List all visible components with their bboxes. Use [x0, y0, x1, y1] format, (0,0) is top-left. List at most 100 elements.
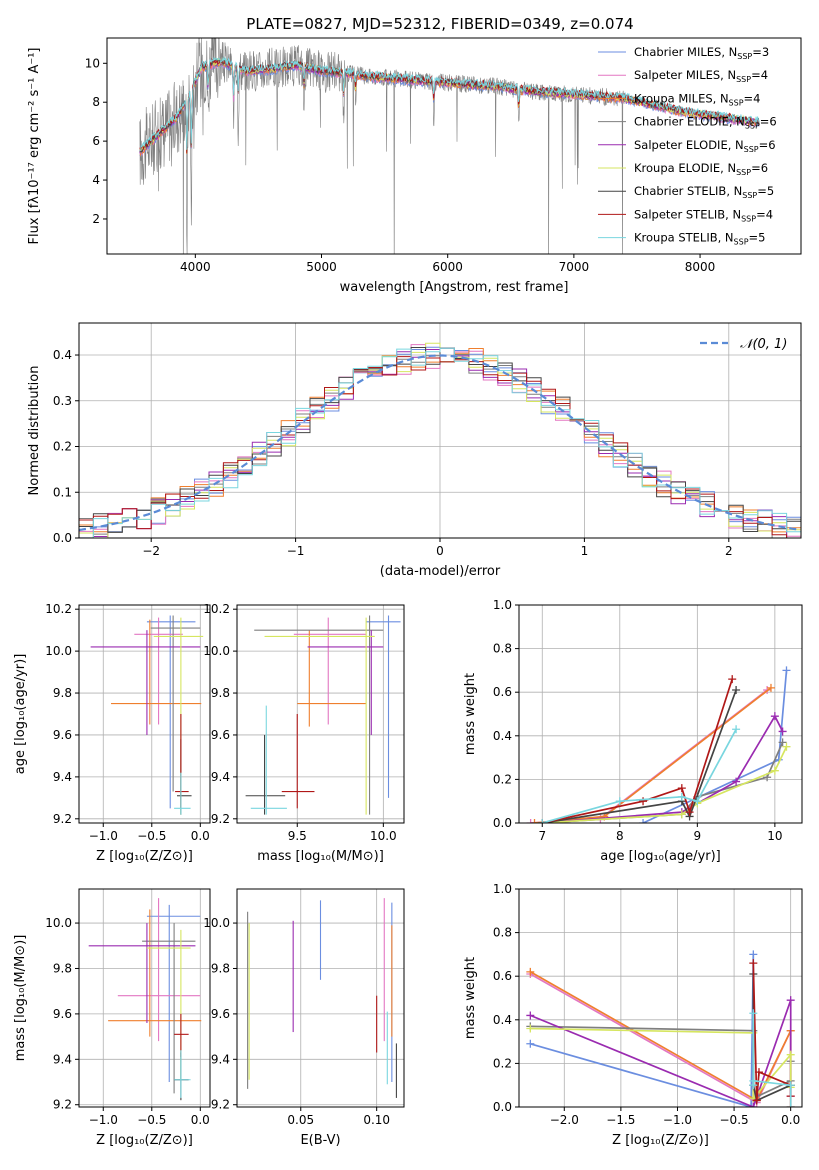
plot-area: [139, 38, 760, 254]
y-tick-label: 0.0: [493, 1100, 512, 1114]
y-tick-label: 10: [85, 56, 100, 70]
mass-vs-ebv-panel: 0.05 0.10 9.2 9.4 9.6 9.8 10.0 E(B-V): [203, 888, 405, 1148]
errorbar-point: [175, 714, 189, 809]
x-tick-label: 6000: [432, 260, 463, 274]
y-axis-label: age [log₁₀(age/yr)]: [13, 654, 28, 775]
weight-marker: [786, 1081, 795, 1090]
y-tick-label: 0.4: [493, 1013, 512, 1027]
errorbar-point: [134, 617, 183, 725]
y-tick-label: 6: [92, 134, 100, 148]
y-tick-label: 0.2: [493, 1056, 512, 1070]
weight-marker: [749, 950, 758, 959]
x-tick-label: 10.0: [370, 829, 397, 843]
y-tick-label: 10.0: [45, 916, 72, 930]
weight-marker: [677, 784, 686, 793]
plot-area: [79, 342, 801, 538]
plot-area: [247, 898, 397, 1098]
x-tick-label: 0.10: [363, 1113, 390, 1127]
legend-label: Chabrier STELIB, NSSP=5: [634, 184, 774, 200]
x-tick-label: 5000: [306, 260, 337, 274]
y-tick-label: 9.2: [211, 812, 230, 826]
y-tick-label: 0.4: [493, 729, 512, 743]
weight-marker: [732, 725, 741, 734]
errorbar-point: [174, 1013, 189, 1058]
spectrum-legend: Chabrier MILES, NSSP=3 Salpeter MILES, NS…: [598, 45, 777, 247]
errorbar-point: [108, 909, 202, 1037]
legend-label: Kroupa ELODIE, NSSP=6: [634, 161, 768, 177]
observed-spectrum-line: [139, 38, 625, 254]
errorbar-point: [250, 705, 287, 815]
x-tick-label: −0.5: [137, 1113, 166, 1127]
errorbar-point: [254, 615, 384, 815]
weight-marker: [526, 1011, 535, 1020]
weight-vs-metallicity-panel: −2.0 −1.5 −1.0 −0.5 0.0 0.0 0.2 0.4 0.6 0.8 1.0 Z […: [463, 882, 803, 1148]
x-tick-label: −1.0: [89, 829, 118, 843]
x-axis-label: Z [log₁₀(Z/Z⊙)]: [612, 1133, 709, 1148]
x-tick-label: 7000: [559, 260, 590, 274]
y-tick-label: 0.2: [53, 440, 72, 454]
y-axis-label: mass [log₁₀(M/M⊙)]: [13, 935, 28, 1062]
y-tick-label: 10.0: [203, 916, 230, 930]
weight-marker: [526, 819, 535, 823]
errorbar-point: [281, 714, 315, 809]
errorbar-point: [90, 630, 201, 735]
x-axis-label: Z [log₁₀(Z/Z⊙)]: [96, 1133, 193, 1148]
x-tick-label: 9: [694, 829, 702, 843]
age-vs-mass-panel: 9.5 10.0 9.2 9.4 9.6 9.8 10.0 10.2 mass [log₁₀(M…: [203, 602, 405, 864]
errorbar-point: [366, 615, 401, 798]
y-tick-label: 8: [92, 95, 100, 109]
weight-marker: [786, 1050, 795, 1059]
y-tick-label: 0.0: [53, 531, 72, 545]
weight-marker: [766, 683, 775, 692]
y-tick-label: 2: [92, 212, 100, 226]
x-tick-label: −2: [142, 544, 160, 558]
x-tick-label: −1.0: [663, 1113, 692, 1127]
x-tick-label: 4000: [180, 260, 211, 274]
weight-marker: [615, 797, 624, 806]
y-axis-label: mass weight: [463, 957, 478, 1039]
weight-marker: [677, 792, 686, 801]
x-tick-label: 2: [725, 544, 733, 558]
x-tick-label: 9.5: [288, 829, 307, 843]
y-tick-label: 0.8: [493, 642, 512, 656]
weight-marker: [770, 712, 779, 721]
weight-marker: [639, 819, 648, 823]
figure-title: PLATE=0827, MJD=52312, FIBERID=0349, z=0…: [246, 15, 633, 33]
x-tick-label: 7: [538, 829, 546, 843]
weight-marker: [526, 1039, 535, 1048]
x-axis-label: Z [log₁₀(Z/Z⊙)]: [96, 849, 193, 864]
errorbar-point: [88, 923, 196, 1023]
weight-marker: [732, 777, 741, 786]
plot-area: [526, 666, 791, 823]
weight-marker: [530, 819, 539, 823]
weight-marker: [728, 675, 737, 684]
weight-series-kroupa-stelib: [749, 1009, 795, 1107]
y-tick-label: 9.4: [211, 770, 230, 784]
legend-label: Chabrier MILES, NSSP=3: [634, 45, 769, 61]
errorbar-point: [245, 734, 286, 815]
weight-marker: [538, 819, 547, 823]
y-tick-label: 9.4: [211, 1052, 230, 1066]
y-tick-label: 9.8: [211, 961, 230, 975]
weight-series-kroupa-stelib: [538, 725, 741, 823]
weight-marker: [526, 1024, 535, 1033]
axes-frame: 4000 5000 6000 7000 8000 2 4 6 8 10 wavelength [An…: [27, 37, 802, 295]
weight-marker: [749, 1103, 758, 1107]
axes-frame: −2 −1 0 1 2 0.0 0.1 0.2 0.3 0.4 (data-model)/error…: [27, 322, 802, 579]
y-tick-label: 9.6: [211, 1007, 230, 1021]
errorbar-point: [117, 898, 201, 1042]
mass-vs-metallicity-panel: −1.0 −0.5 0.0 9.2 9.4 9.6 9.8 10.0 Z [log₁₀(Z/Z⊙…: [13, 888, 211, 1148]
plot-area: [245, 615, 401, 815]
plot-area: [90, 615, 204, 815]
axes-frame: 0.05 0.10 9.2 9.4 9.6 9.8 10.0 E(B-V): [203, 888, 405, 1148]
legend-label: Salpeter ELODIE, NSSP=6: [634, 138, 776, 154]
errorbar-point: [142, 923, 196, 1094]
weight-series-chabrier-stelib: [538, 686, 741, 823]
errorbar-point: [111, 619, 202, 725]
x-tick-label: 0.0: [191, 1113, 210, 1127]
weight-marker: [782, 666, 791, 675]
weight-marker: [754, 1068, 763, 1077]
axes-frame: −1.0 −0.5 0.0 9.2 9.4 9.6 9.8 10.0 10.2 Z [log₁₀(…: [13, 602, 211, 864]
x-tick-label: −0.5: [137, 829, 166, 843]
